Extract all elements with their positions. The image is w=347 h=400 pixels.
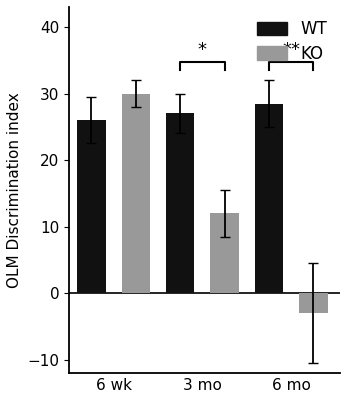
Bar bbox=[210, 213, 239, 293]
Text: **: ** bbox=[282, 41, 300, 59]
Bar bbox=[166, 114, 194, 293]
Bar bbox=[121, 94, 150, 293]
Bar bbox=[299, 293, 328, 313]
Legend: WT, KO: WT, KO bbox=[252, 15, 332, 68]
Bar bbox=[77, 120, 105, 293]
Bar bbox=[255, 104, 283, 293]
Y-axis label: OLM Discrimination index: OLM Discrimination index bbox=[7, 92, 22, 288]
Text: *: * bbox=[198, 41, 207, 59]
